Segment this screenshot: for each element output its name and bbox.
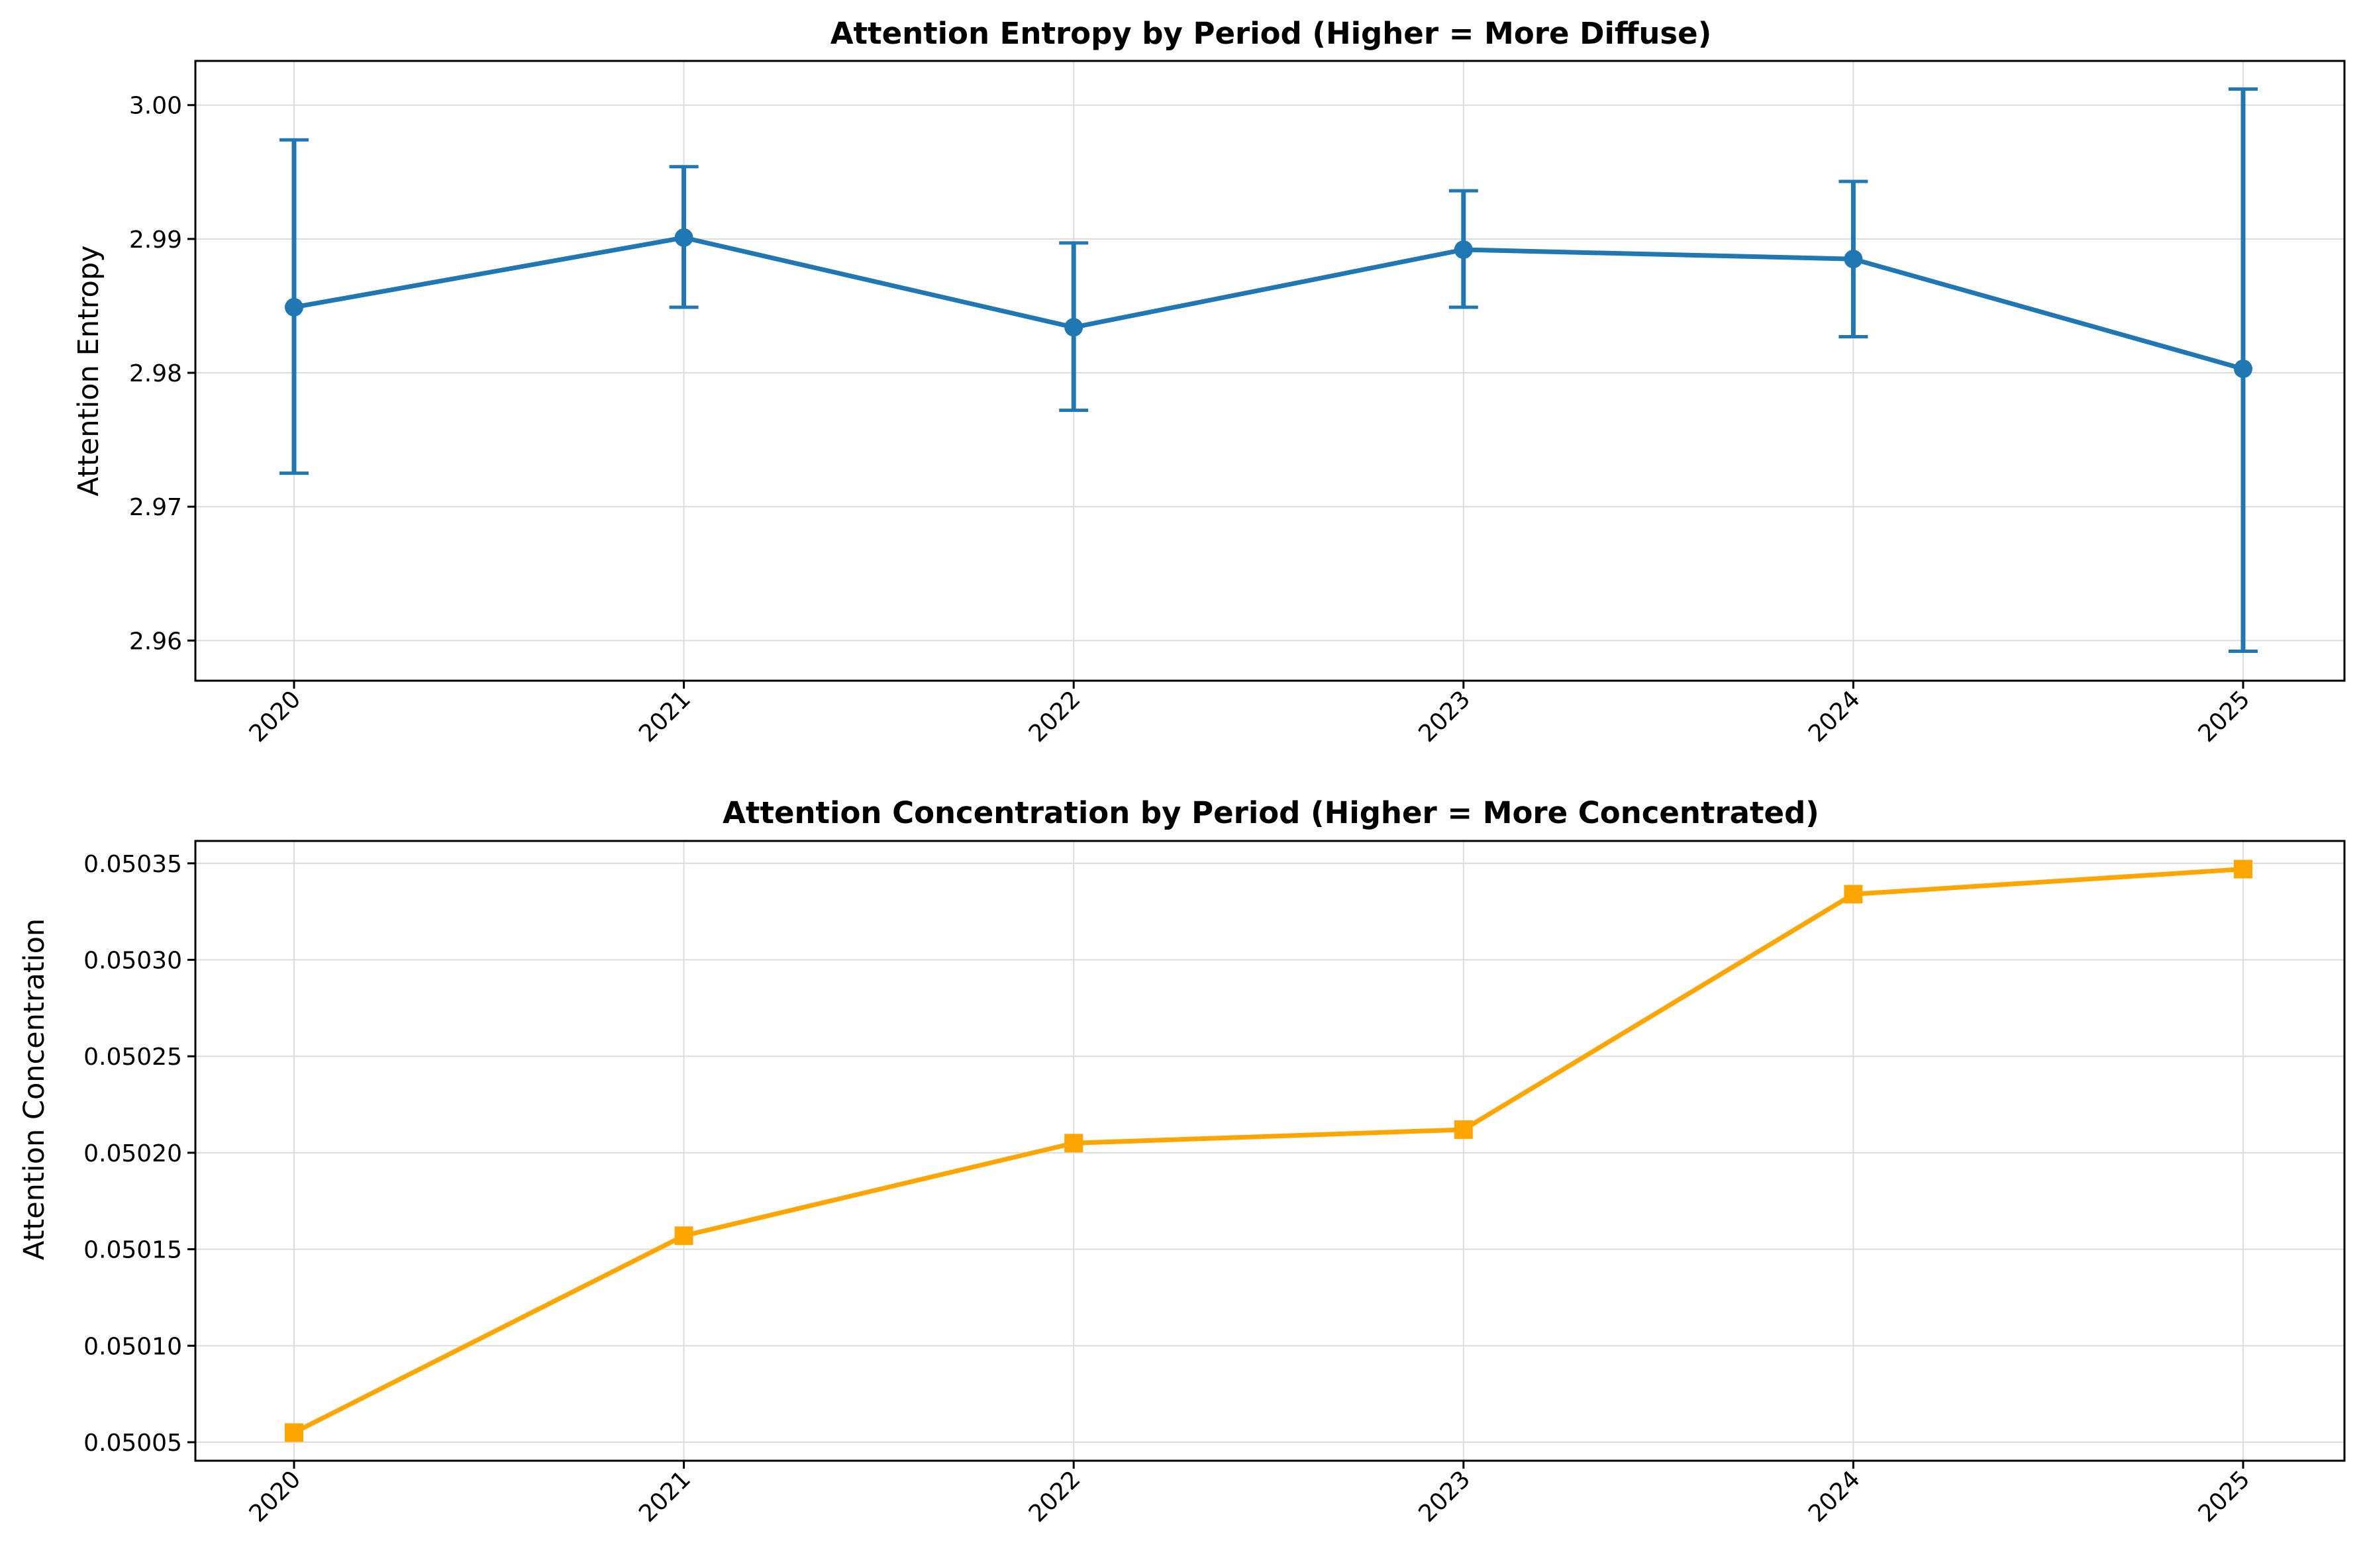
x-tick-label: 2020 (244, 1465, 307, 1528)
y-tick-label: 3.00 (129, 93, 182, 120)
data-point-square (285, 1423, 303, 1442)
x-tick-label: 2022 (1024, 685, 1086, 748)
x-tick-label: 2021 (634, 1465, 696, 1528)
concentration-plot-frame (194, 840, 2346, 1462)
y-tick-label: 0.05025 (83, 1044, 182, 1071)
y-tick-label: 2.97 (129, 494, 182, 521)
x-tick-label: 2022 (1024, 1465, 1086, 1528)
data-point-square (1454, 1120, 1473, 1139)
y-tick-label: 0.05035 (83, 851, 182, 878)
x-tick-label: 2023 (1413, 685, 1476, 748)
entropy-panel: Attention Entropy by Period (Higher = Mo… (72, 16, 2346, 748)
entropy-plot-frame (194, 60, 2346, 682)
concentration-y-axis-label: Attention Concentration (18, 918, 51, 1260)
series-line (293, 867, 2244, 1435)
x-tick-label: 2021 (634, 685, 696, 748)
y-tick-label: 0.05010 (83, 1333, 182, 1360)
x-tick-label: 2025 (2193, 685, 2256, 748)
data-point (1064, 318, 1083, 337)
data-point (1844, 250, 1863, 269)
data-point (2234, 359, 2252, 378)
data-point-square (674, 1226, 693, 1246)
x-tick-label: 2024 (1803, 1465, 1866, 1528)
y-tick-label: 0.05005 (83, 1430, 182, 1457)
data-point (674, 228, 693, 247)
entropy-y-axis-label: Attention Entropy (72, 245, 105, 496)
y-tick-label: 0.05015 (83, 1237, 182, 1264)
concentration-chart-title: Attention Concentration by Period (Highe… (723, 795, 1819, 830)
series-line (293, 235, 2244, 371)
data-point (1454, 240, 1473, 260)
concentration-panel: Attention Concentration by Period (Highe… (18, 795, 2346, 1528)
y-tick-label: 2.99 (129, 226, 182, 254)
x-tick-label: 2025 (2193, 1465, 2256, 1528)
data-point-square (2234, 859, 2252, 879)
x-tick-label: 2020 (244, 685, 307, 748)
x-tick-label: 2024 (1803, 685, 1866, 748)
data-point-square (1064, 1134, 1083, 1153)
y-tick-label: 2.96 (129, 628, 182, 655)
data-point (285, 297, 303, 317)
x-tick-label: 2023 (1413, 1465, 1476, 1528)
y-tick-label: 0.05030 (83, 948, 182, 975)
y-tick-label: 2.98 (129, 360, 182, 387)
data-point-square (1844, 885, 1863, 904)
entropy-chart-title: Attention Entropy by Period (Higher = Mo… (830, 16, 1712, 51)
y-tick-label: 0.05020 (83, 1140, 182, 1167)
